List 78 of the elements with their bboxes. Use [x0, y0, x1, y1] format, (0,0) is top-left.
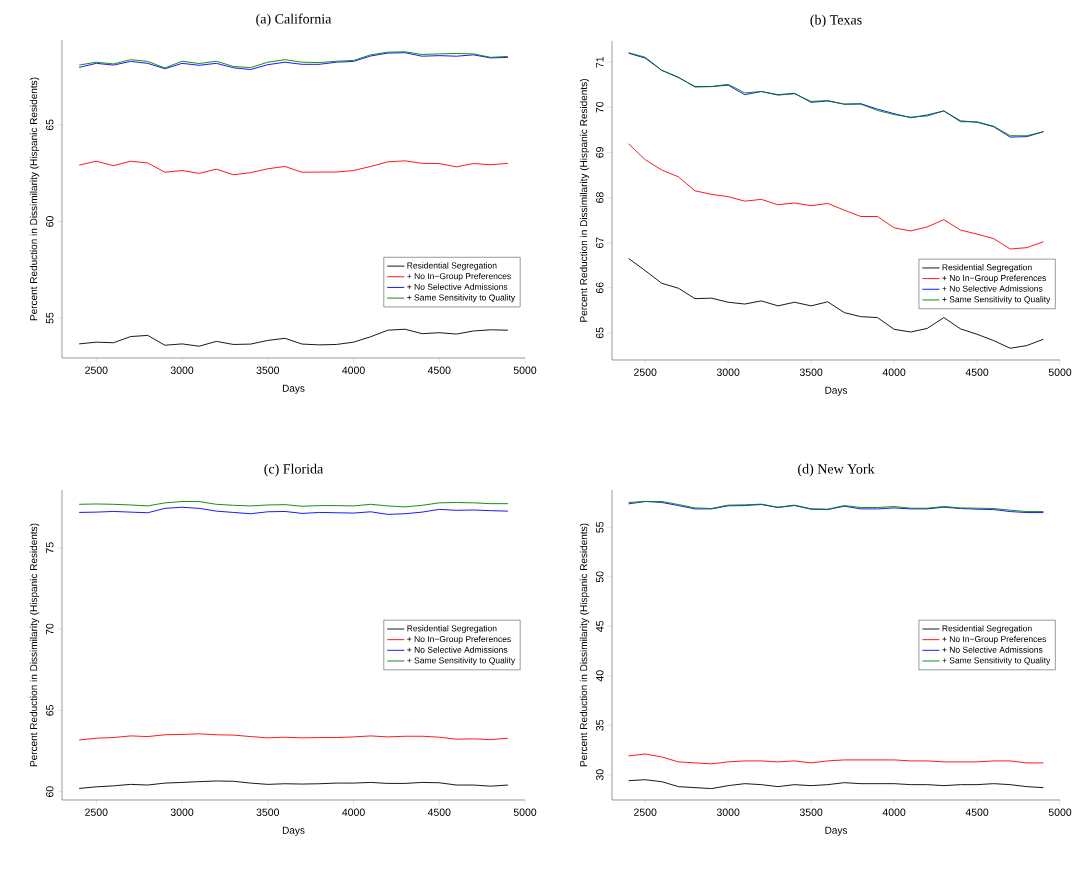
legend-label: Residential Segregation	[407, 262, 497, 271]
x-tick-label: 3500	[256, 366, 280, 374]
legend-label: Residential Segregation	[942, 264, 1032, 273]
legend-label: + No In−Group Preferences	[407, 635, 511, 644]
x-tick-label: 3500	[799, 808, 823, 816]
y-tick-label: 50	[596, 571, 604, 583]
y-tick-label: 66	[596, 282, 604, 294]
y-tick-label: 30	[596, 769, 604, 781]
y-tick-label: 65	[596, 327, 604, 339]
x-tick-label: 3500	[799, 368, 823, 376]
y-tick-label: 60	[46, 786, 54, 798]
line-series	[78, 780, 509, 789]
y-axis-title: Percent Reduction in Dissimilarity (Hispanic Residents)	[579, 523, 590, 767]
x-tick-label: 2500	[634, 808, 657, 816]
x-tick-label: 2500	[85, 366, 108, 374]
y-tick-label: 35	[596, 719, 604, 731]
y-tick-label: 65	[46, 704, 54, 716]
x-tick-label: 4000	[342, 366, 365, 374]
y-tick-label: 40	[596, 670, 604, 682]
y-tick-label: 65	[46, 119, 54, 131]
y-tick-label: 55	[596, 521, 604, 533]
chart-title: (c) Florida	[264, 463, 324, 477]
x-tick-label: 4500	[427, 366, 451, 374]
x-tick-label: 4000	[882, 368, 906, 376]
line-series	[78, 506, 509, 515]
chart-title: (a) California	[256, 13, 332, 27]
x-tick-label: 2500	[85, 808, 108, 816]
y-axis-title: Percent Reduction in Dissimilarity (Hispanic Residents)	[29, 523, 40, 767]
line-series	[628, 143, 1044, 250]
y-tick-label: 70	[46, 623, 54, 635]
x-axis-title: Days	[825, 386, 848, 396]
x-axis-title: Days	[825, 826, 848, 836]
x-tick-label: 4000	[342, 808, 365, 816]
x-tick-label: 5000	[513, 808, 537, 816]
x-tick-label: 5000	[1048, 808, 1072, 816]
x-tick-label: 3500	[256, 808, 280, 816]
x-tick-label: 4500	[427, 808, 451, 816]
line-series	[78, 328, 509, 347]
line-series	[78, 160, 509, 176]
chart-title: (b) Texas	[810, 14, 862, 28]
legend-label: + No In−Group Preferences	[942, 635, 1047, 644]
legend-label: + No Selective Admissions	[942, 646, 1043, 653]
x-axis-title: Days	[282, 826, 305, 836]
y-tick-label: 60	[46, 216, 54, 227]
legend-label: + No In−Group Preferences	[407, 272, 511, 281]
y-tick-label: 71	[596, 56, 604, 68]
legend-label: + No Selective Admissions	[407, 283, 508, 290]
y-tick-label: 69	[596, 147, 604, 158]
y-tick-label: 67	[596, 237, 604, 248]
y-axis-title: Percent Reduction in Dissimilarity (Hispanic Residents)	[29, 77, 40, 321]
legend-label: + No In−Group Preferences	[942, 274, 1047, 283]
legend-label: + Same Sensitivity to Quality	[942, 657, 1051, 666]
x-tick-label: 4000	[882, 808, 906, 816]
x-tick-label: 3000	[716, 368, 740, 376]
x-tick-label: 3000	[716, 808, 740, 816]
line-series	[78, 733, 509, 741]
y-axis-title: Percent Reduction in Dissimilarity (Hispanic Residents)	[579, 79, 590, 322]
legend-label: + Same Sensitivity to Quality	[407, 294, 516, 303]
x-tick-label: 2500	[634, 368, 657, 376]
x-tick-label: 4500	[965, 368, 989, 376]
y-tick-label: 55	[46, 312, 54, 324]
y-tick-label: 68	[596, 192, 604, 203]
x-axis-title: Days	[282, 384, 305, 394]
legend-label: + Same Sensitivity to Quality	[407, 657, 516, 666]
legend-label: + Same Sensitivity to Quality	[942, 296, 1051, 305]
y-tick-label: 70	[596, 101, 604, 113]
legend-label: Residential Segregation	[407, 625, 497, 634]
legend-label: Residential Segregation	[942, 625, 1032, 634]
legend-label: + No Selective Admissions	[407, 646, 508, 653]
y-tick-label: 75	[46, 542, 54, 554]
y-tick-label: 45	[596, 620, 604, 632]
x-tick-label: 4500	[965, 808, 989, 816]
chart-title: (d) New York	[798, 463, 875, 477]
x-tick-label: 5000	[1048, 368, 1072, 376]
x-tick-label: 3000	[170, 808, 194, 816]
legend-label: + No Selective Admissions	[942, 285, 1043, 292]
x-tick-label: 5000	[513, 366, 537, 374]
x-tick-label: 3000	[170, 366, 194, 374]
